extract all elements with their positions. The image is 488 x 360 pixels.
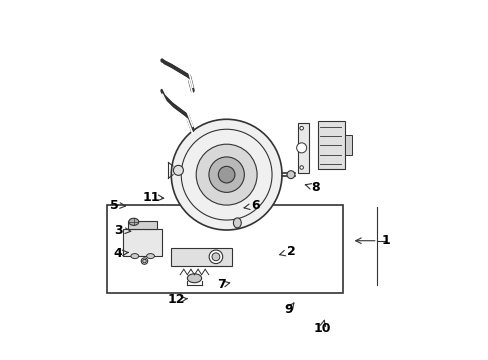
Ellipse shape (131, 253, 139, 258)
Ellipse shape (171, 119, 282, 230)
Text: 9: 9 (284, 303, 293, 316)
Text: 8: 8 (311, 181, 320, 194)
Bar (107, 205, 342, 293)
Ellipse shape (299, 166, 303, 169)
Ellipse shape (296, 143, 306, 153)
Bar (128, 221, 157, 229)
Ellipse shape (141, 258, 147, 264)
Text: 12: 12 (167, 293, 185, 306)
Bar (123, 229, 162, 256)
Ellipse shape (208, 157, 244, 192)
Text: 2: 2 (286, 245, 295, 258)
Ellipse shape (128, 218, 139, 225)
Ellipse shape (187, 274, 201, 283)
Text: 4: 4 (113, 247, 122, 260)
Ellipse shape (173, 165, 183, 175)
Ellipse shape (142, 259, 146, 263)
Text: 6: 6 (250, 199, 259, 212)
Ellipse shape (209, 250, 222, 264)
Text: 7: 7 (217, 278, 225, 291)
Ellipse shape (146, 253, 154, 258)
Bar (298, 123, 308, 173)
Text: 3: 3 (114, 224, 123, 237)
Ellipse shape (233, 218, 241, 228)
Ellipse shape (299, 126, 303, 130)
Text: 5: 5 (109, 198, 118, 212)
Bar (171, 248, 231, 266)
Ellipse shape (196, 144, 257, 205)
Ellipse shape (218, 166, 234, 183)
Text: 1: 1 (381, 234, 389, 247)
Bar (344, 135, 351, 155)
Ellipse shape (286, 171, 294, 179)
Text: 11: 11 (142, 191, 159, 204)
Ellipse shape (212, 253, 220, 261)
Bar (317, 121, 344, 169)
Text: 10: 10 (313, 322, 330, 335)
